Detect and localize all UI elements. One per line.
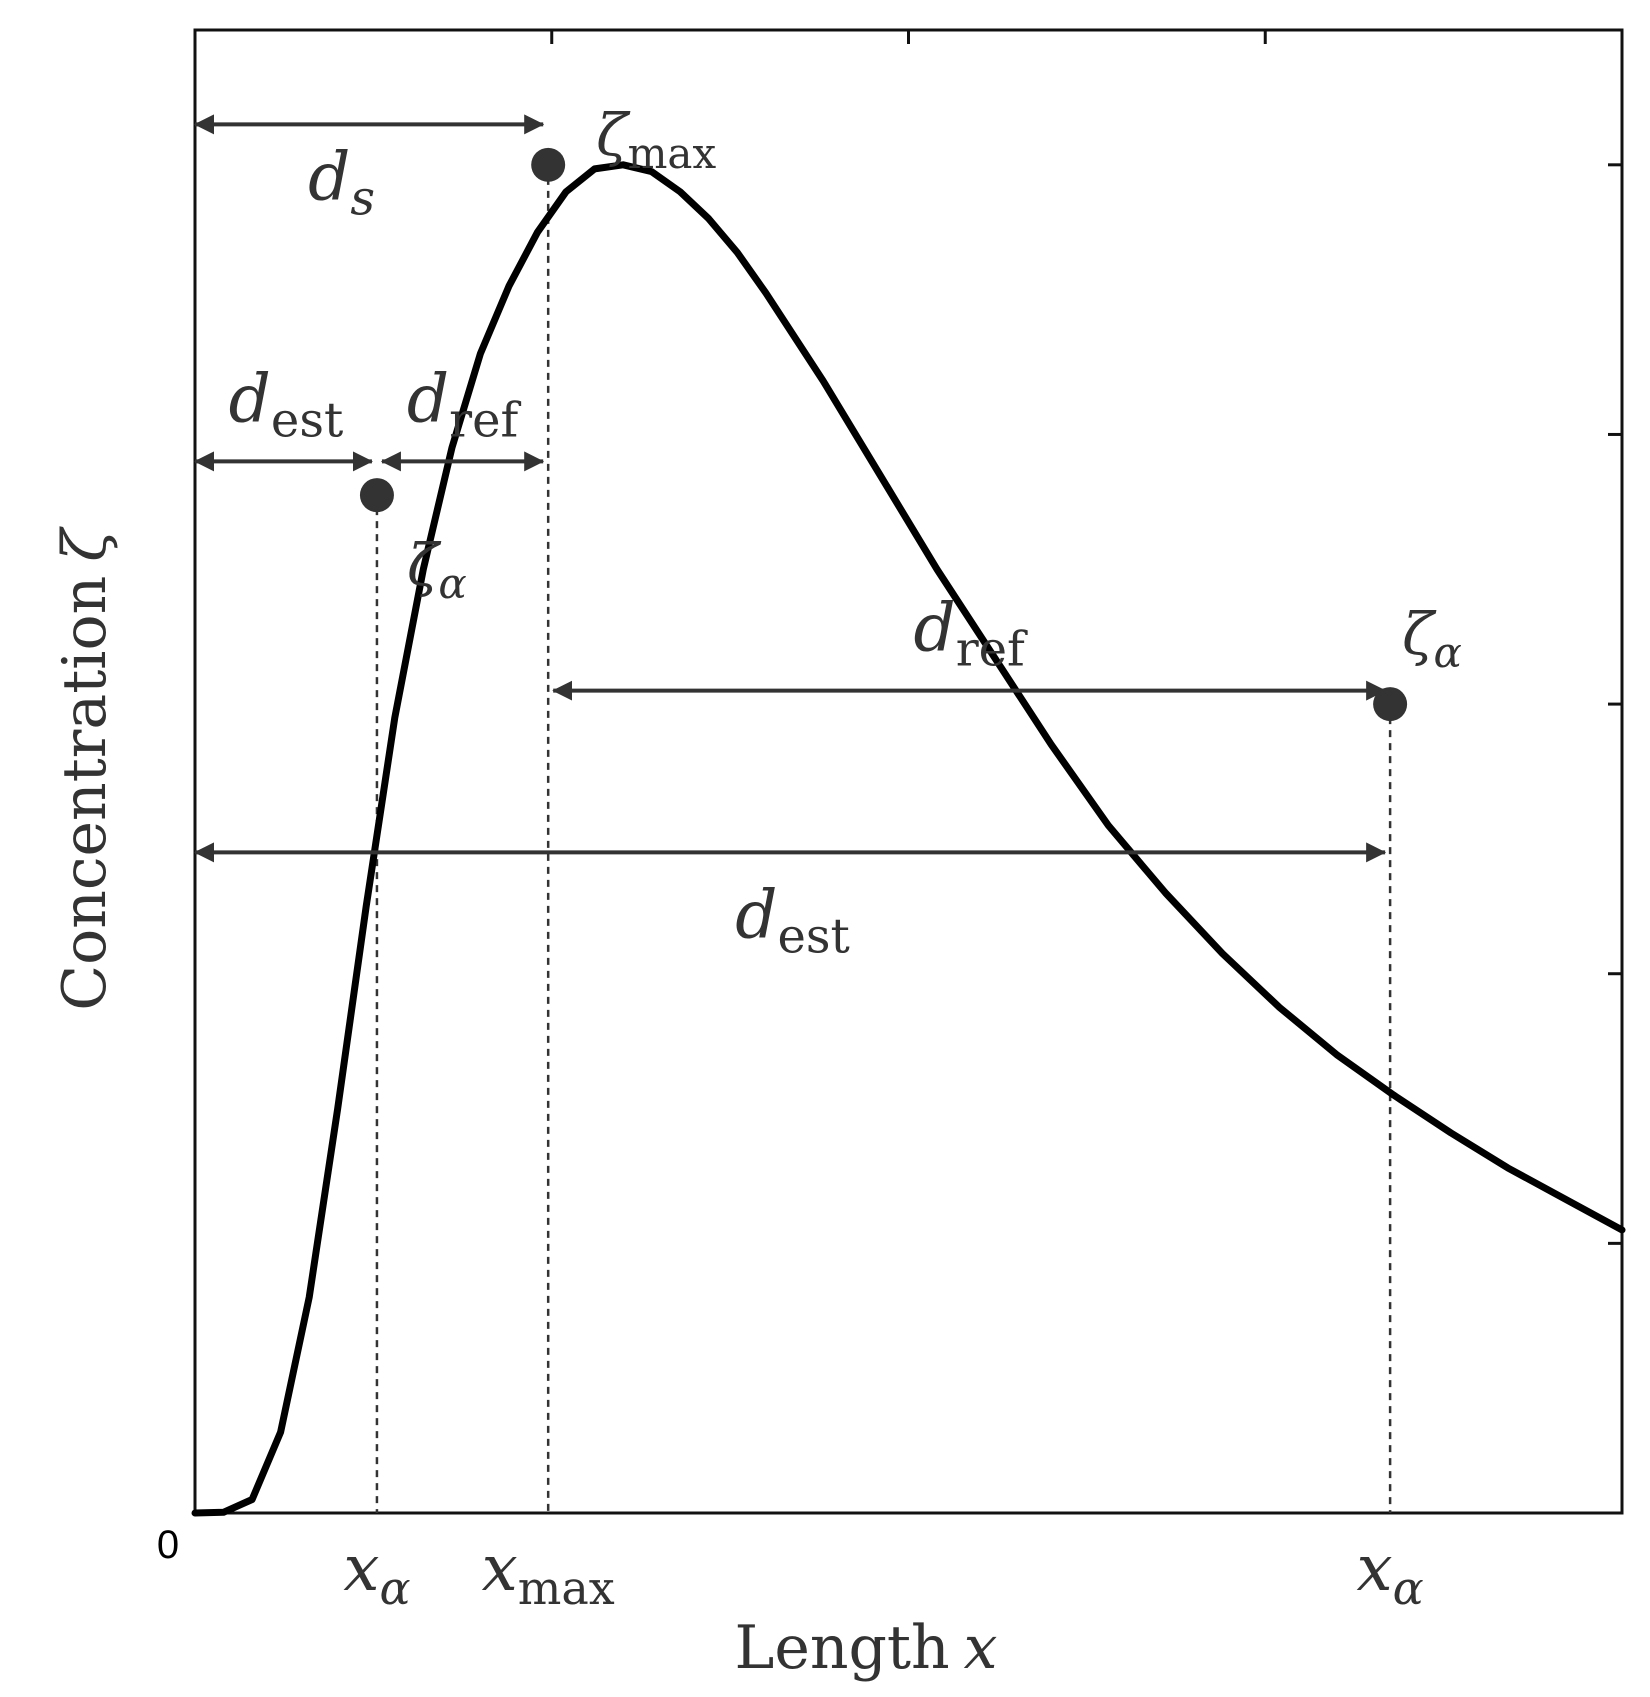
point-label-sub: α [438, 559, 466, 608]
point-marker [359, 478, 394, 513]
point-label-main: ζ [407, 531, 442, 599]
dimension-label: ds [308, 138, 375, 226]
dimension-label-main: d [735, 876, 777, 953]
dimension-label: dest [229, 360, 344, 448]
dimension-label: dest [735, 876, 850, 964]
point-marker [1373, 687, 1408, 722]
dimension-arrows [194, 114, 1387, 863]
x-marker-label-main: x [482, 1532, 518, 1606]
dimension-label-sub: ref [449, 392, 521, 448]
y-axis-title-var: ζ [50, 526, 120, 562]
point-label: ζα [407, 531, 467, 608]
dimension-label-sub: est [271, 392, 343, 448]
x-marker-label: xα [1357, 1532, 1424, 1615]
x-marker-label-sub: α [379, 1561, 410, 1615]
point-label-sub: max [628, 129, 717, 178]
point-label-sub: α [1434, 628, 1462, 677]
point-marker [531, 147, 566, 182]
guide-lines [375, 164, 1392, 1513]
x-axis-title-var: x [964, 1613, 998, 1683]
concentration-curve [191, 161, 1626, 1517]
x-marker-label: xmax [482, 1532, 615, 1615]
y-axis-title: Concentration ζ [50, 526, 120, 1011]
x-marker-label-main: x [343, 1532, 379, 1606]
dimension-label: dref [913, 590, 1028, 678]
x-marker-label-sub: max [518, 1561, 615, 1615]
x-axis-title: Length x [735, 1613, 998, 1683]
point-label-main: ζ [1402, 600, 1437, 668]
x-axis-title-text: Length [735, 1613, 950, 1683]
point-label: ζα [1402, 600, 1462, 677]
dimension-label: dref [407, 360, 522, 448]
dimension-label-sub: est [778, 908, 850, 964]
plot-frame [193, 28, 1624, 1515]
dimension-label-main: d [308, 138, 350, 215]
x-marker-label: xα [343, 1532, 410, 1615]
dimension-label-sub: ref [956, 622, 1028, 678]
tick-marks [550, 30, 1622, 1245]
point-label-main: ζ [596, 101, 631, 169]
curve-points [359, 147, 1408, 722]
y-axis-title-text: Concentration [50, 576, 120, 1011]
dimension-label-main: d [229, 360, 271, 437]
point-label: ζmax [596, 101, 716, 178]
dimension-label-main: d [407, 360, 449, 437]
x-marker-label-main: x [1357, 1532, 1393, 1606]
dimension-label-main: d [913, 590, 955, 667]
x-marker-label-sub: α [1393, 1561, 1424, 1615]
origin-label: 0 [157, 1523, 179, 1567]
dimension-label-sub: s [350, 170, 375, 226]
